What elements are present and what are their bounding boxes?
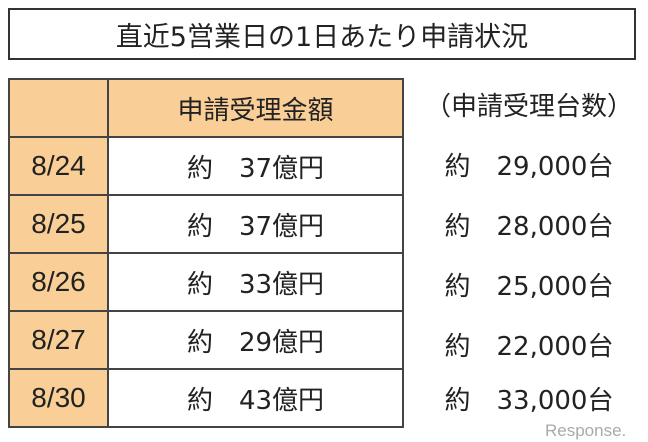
header-amount-cell: 申請受理金額 <box>107 78 404 138</box>
units-value: 約 28,000台 <box>444 212 614 242</box>
header-date-cell <box>8 78 109 138</box>
date-cell: 8/26 <box>8 252 109 312</box>
date-cell: 8/27 <box>8 310 109 370</box>
table-header-row: 申請受理金額 <box>8 78 404 138</box>
watermark-logo: Response. <box>545 421 627 440</box>
date-cell: 8/30 <box>8 368 109 428</box>
amount-cell: 約 37億円 <box>107 194 404 254</box>
date-cell: 8/24 <box>8 136 109 196</box>
table-row: 8/26 約 33億円 <box>8 252 404 312</box>
table-row: 8/27 約 29億円 <box>8 310 404 370</box>
page-title: 直近5営業日の1日あたり申請状況 <box>8 8 636 60</box>
amount-cell: 約 43億円 <box>107 368 404 428</box>
units-value: 約 33,000台 <box>444 386 614 416</box>
table-row: 8/30 約 43億円 <box>8 368 404 428</box>
units-header: （申請受理台数） <box>424 92 633 122</box>
date-cell: 8/25 <box>8 194 109 254</box>
application-table: 申請受理金額 8/24 約 37億円 8/25 約 37億円 8/26 約 33億円 … <box>8 78 404 428</box>
amount-cell: 約 37億円 <box>107 136 404 196</box>
amount-cell: 約 29億円 <box>107 310 404 370</box>
amount-cell: 約 33億円 <box>107 252 404 312</box>
units-value: 約 22,000台 <box>444 332 614 362</box>
units-value: 約 29,000台 <box>444 152 614 182</box>
table-row: 8/25 約 37億円 <box>8 194 404 254</box>
units-value: 約 25,000台 <box>444 272 614 302</box>
table-row: 8/24 約 37億円 <box>8 136 404 196</box>
